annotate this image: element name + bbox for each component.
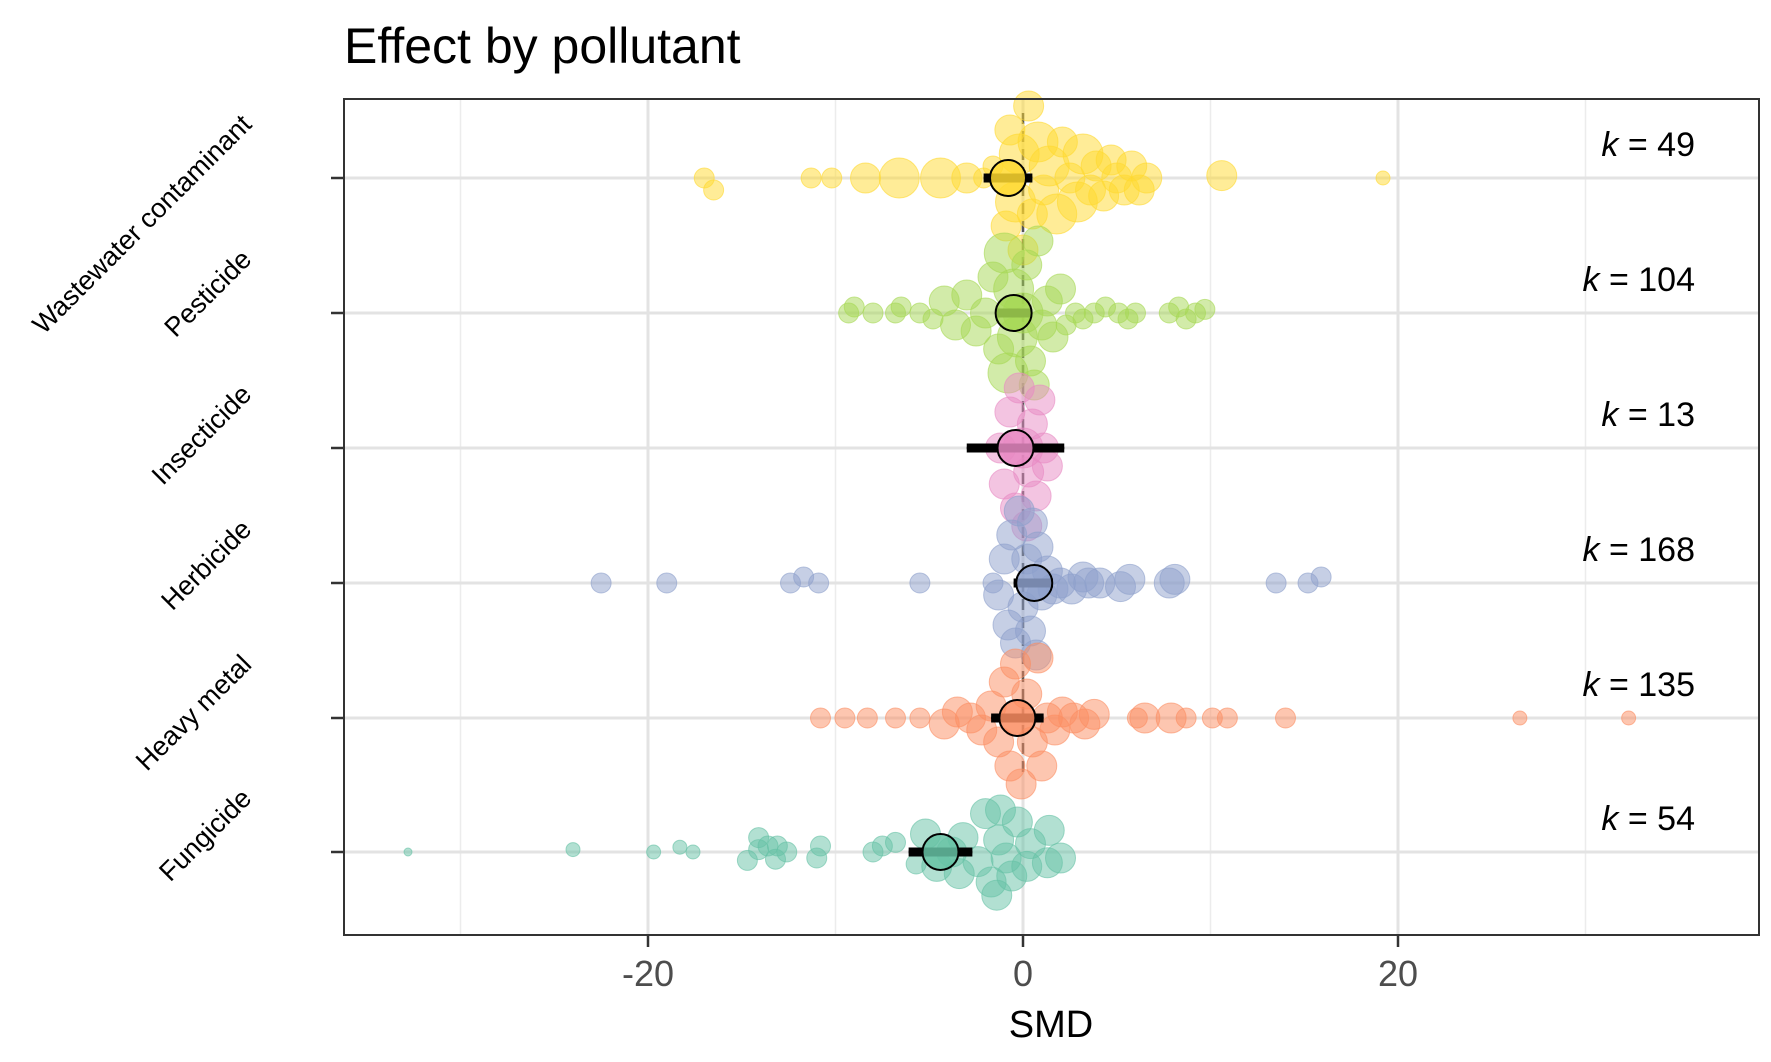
effect-point bbox=[1078, 698, 1110, 730]
effect-point bbox=[808, 572, 830, 594]
effect-point bbox=[1216, 707, 1238, 729]
effect-point bbox=[1159, 563, 1191, 595]
y-tick-label: Pesticide bbox=[159, 244, 258, 343]
effect-point bbox=[1114, 563, 1146, 595]
effect-point bbox=[909, 707, 931, 729]
y-tick-label: Insecticide bbox=[146, 379, 257, 490]
x-tick-label: 0 bbox=[1013, 953, 1033, 994]
effect-point bbox=[1022, 642, 1054, 674]
effect-point bbox=[590, 572, 612, 594]
effect-point bbox=[909, 572, 931, 594]
effect-point bbox=[1045, 842, 1076, 874]
effect-point bbox=[1024, 384, 1056, 416]
effect-point bbox=[890, 296, 912, 318]
effect-point bbox=[856, 707, 878, 729]
summary-estimate bbox=[998, 699, 1037, 737]
effect-point bbox=[403, 847, 413, 857]
x-tick-label: 20 bbox=[1378, 953, 1418, 994]
effect-point bbox=[843, 296, 865, 318]
effect-point bbox=[1129, 702, 1161, 734]
effect-point bbox=[1033, 814, 1065, 846]
effect-point bbox=[878, 157, 920, 199]
effect-point bbox=[656, 572, 678, 594]
k-label: k = 54 bbox=[1601, 800, 1695, 838]
summary-estimate bbox=[921, 833, 960, 871]
plot-panel-border bbox=[343, 98, 1760, 936]
effect-point bbox=[821, 167, 843, 189]
effect-point bbox=[703, 179, 725, 201]
effect-point bbox=[1310, 566, 1332, 588]
effect-point bbox=[1275, 707, 1296, 729]
effect-point bbox=[1131, 162, 1163, 194]
chart-title: Effect by pollutant bbox=[344, 18, 741, 74]
y-tick-label: Wastewater contaminant bbox=[27, 109, 258, 340]
effect-point bbox=[1026, 750, 1058, 782]
effect-point bbox=[1375, 170, 1391, 186]
effect-point bbox=[1265, 572, 1287, 594]
effect-point bbox=[1022, 225, 1054, 257]
y-tick-label: Heavy metal bbox=[130, 649, 257, 776]
series-herbicide bbox=[590, 495, 1332, 671]
effect-point bbox=[1194, 298, 1216, 320]
summary-estimates bbox=[908, 159, 1065, 871]
k-label: k = 135 bbox=[1583, 666, 1695, 704]
k-label: k = 49 bbox=[1601, 126, 1695, 164]
effect-point bbox=[776, 841, 798, 863]
effect-points bbox=[403, 90, 1637, 911]
effect-point bbox=[672, 839, 688, 855]
effect-point bbox=[1621, 710, 1637, 726]
summary-estimate bbox=[996, 429, 1035, 467]
effect-point bbox=[1125, 302, 1146, 324]
effect-point bbox=[646, 844, 662, 860]
k-label: k = 168 bbox=[1583, 531, 1695, 569]
effect-point bbox=[1013, 90, 1045, 122]
summary-estimate bbox=[989, 159, 1027, 197]
effect-point bbox=[1175, 707, 1197, 729]
effect-point bbox=[810, 835, 831, 857]
effect-point bbox=[834, 707, 856, 729]
effect-point bbox=[800, 167, 822, 189]
effect-point bbox=[885, 831, 906, 853]
effect-point bbox=[1005, 768, 1037, 800]
x-axis: -20 0 20 bbox=[622, 935, 1418, 994]
effect-point bbox=[1045, 273, 1076, 305]
k-labels: k = 49 k = 104 k = 13 k = 168 k = 135 k = 54 bbox=[1583, 126, 1695, 838]
summary-estimate bbox=[994, 294, 1033, 332]
effect-point bbox=[1206, 160, 1238, 192]
k-label: k = 104 bbox=[1583, 261, 1695, 299]
x-axis-label: SMD bbox=[1009, 1004, 1093, 1046]
effect-point bbox=[1031, 450, 1063, 482]
effect-point bbox=[885, 707, 906, 729]
x-tick-label: -20 bbox=[622, 953, 674, 994]
effect-point bbox=[685, 844, 701, 860]
summary-estimate bbox=[1015, 564, 1054, 602]
effect-point bbox=[862, 302, 884, 324]
effect-point bbox=[850, 162, 881, 194]
effect-point bbox=[1512, 710, 1528, 726]
effect-point bbox=[565, 842, 581, 858]
y-tick-label: Herbicide bbox=[155, 514, 257, 616]
k-label: k = 13 bbox=[1601, 396, 1695, 434]
series-heavy-metal bbox=[810, 642, 1637, 800]
y-tick-label: Fungicide bbox=[153, 783, 257, 887]
effect-point bbox=[810, 707, 831, 729]
